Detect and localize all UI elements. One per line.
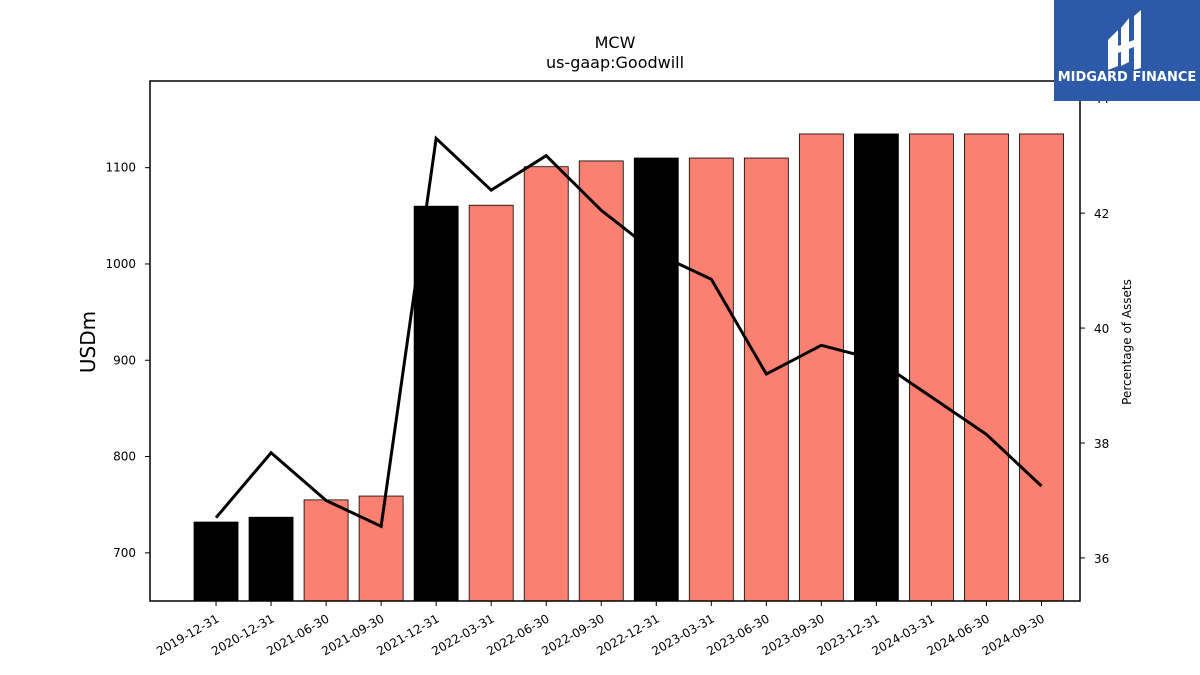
- bar-2021-12-31: [413, 205, 459, 602]
- bar-2023-03-31: [688, 157, 734, 602]
- left-axis-ticks: 700 800 900 1000 1100: [105, 161, 150, 560]
- percentage-of-assets-line: [214, 135, 1043, 529]
- bar-2024-06-30: [964, 133, 1009, 602]
- right-tick-label: 40: [1094, 322, 1109, 336]
- bar-series: [193, 133, 1064, 602]
- bar-2024-09-30: [1019, 133, 1064, 602]
- bar-2019-12-31: [193, 521, 239, 602]
- bar-2022-09-30: [578, 160, 624, 602]
- bar-2023-06-30: [743, 157, 789, 602]
- bar-2023-09-30: [798, 133, 844, 602]
- left-tick-label: 700: [113, 546, 136, 560]
- bar-2024-03-31: [909, 133, 954, 602]
- y-axis-label: USDm: [76, 311, 100, 373]
- x-axis-ticks: 2019-12-312020-12-312021-06-302021-09-30…: [154, 601, 1047, 658]
- plot-frame: [149, 80, 1081, 602]
- bar-2020-12-31: [248, 516, 294, 602]
- logo-text: MIDGARD FINANCE: [1058, 70, 1197, 85]
- chart-title: MCW: [595, 33, 636, 52]
- line-series: [214, 135, 1043, 529]
- bar-2023-12-31: [853, 133, 899, 602]
- bar-2022-12-31: [633, 157, 679, 602]
- bar-2021-06-30: [303, 499, 349, 602]
- midgard-finance-logo: MIDGARD FINANCE: [1054, 0, 1200, 101]
- bar-2022-03-31: [468, 204, 514, 602]
- chart-subtitle: us-gaap:Goodwill: [546, 53, 684, 72]
- right-y-axis-label: Percentage of Assets: [1120, 279, 1134, 405]
- right-axis-ticks: 3638404244: [1080, 92, 1109, 566]
- right-tick-label: 38: [1094, 437, 1109, 451]
- right-tick-label: 36: [1094, 552, 1109, 566]
- left-tick-label: 1100: [105, 161, 136, 175]
- bar-2021-09-30: [358, 495, 404, 602]
- left-tick-label: 1000: [105, 257, 136, 271]
- right-tick-label: 42: [1094, 207, 1109, 221]
- left-tick-label: 800: [113, 450, 136, 464]
- axes: [149, 80, 1081, 602]
- bar-2022-06-30: [523, 166, 569, 602]
- x-tick-label: 2024-09-30: [980, 611, 1047, 658]
- left-tick-label: 900: [113, 353, 136, 367]
- logo-mark-icon: [1108, 10, 1141, 70]
